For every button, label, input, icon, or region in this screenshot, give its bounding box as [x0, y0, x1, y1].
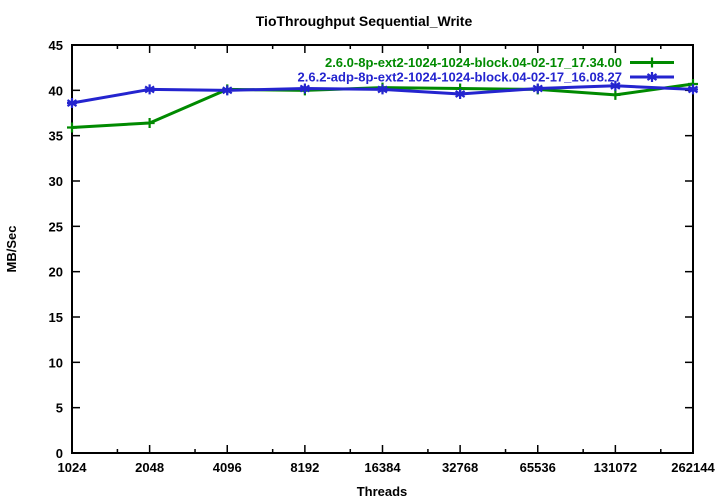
y-tick-label: 20 [49, 265, 63, 280]
x-tick-label: 2048 [135, 460, 164, 475]
y-tick-label: 30 [49, 174, 63, 189]
data-point-marker [610, 89, 621, 100]
chart-title: TioThroughput Sequential_Write [256, 13, 473, 29]
x-tick-label: 65536 [520, 460, 556, 475]
data-point-marker [610, 80, 621, 91]
plot-border [71, 44, 694, 454]
y-tick-label: 0 [56, 446, 63, 461]
legend-sample-marker [646, 72, 658, 82]
data-point-marker [377, 84, 388, 95]
data-point-marker [455, 88, 466, 99]
data-point-marker [299, 83, 310, 94]
y-tick-label: 10 [49, 355, 63, 370]
y-tick-label: 40 [49, 83, 63, 98]
plot-area: 0 5 10 15 20 25 30 35 40 45 1024 2048 4096 8192 16384 3… [49, 38, 716, 475]
data-point-marker [66, 98, 78, 109]
x-axis-label: Threads [357, 484, 408, 499]
x-tick-label: 1024 [58, 460, 88, 475]
legend-entry-label: 2.6.2-adp-8p-ext2-1024-1024-block.04-02-… [298, 70, 622, 85]
data-point-marker [67, 122, 77, 133]
x-tick-label: 8192 [290, 460, 319, 475]
data-point-marker [144, 117, 155, 128]
y-tick-label: 35 [49, 129, 63, 144]
x-tick-label: 16384 [364, 460, 401, 475]
x-tick-label: 4096 [213, 460, 242, 475]
legend-sample-marker [647, 57, 657, 68]
data-point-marker [222, 85, 233, 96]
y-tick-label: 15 [49, 310, 63, 325]
x-tick-label: 131072 [594, 460, 637, 475]
y-tick-label: 25 [49, 219, 63, 234]
data-point-marker [687, 84, 699, 95]
x-tick-label: 262144 [671, 460, 715, 475]
y-axis-label: MB/Sec [4, 226, 19, 273]
y-tick-label: 45 [49, 38, 63, 53]
data-point-marker [144, 84, 155, 95]
legend-entry-label: 2.6.0-8p-ext2-1024-1024-block.04-02-17_1… [325, 55, 622, 70]
x-tick-label: 32768 [442, 460, 478, 475]
data-point-marker [532, 83, 543, 94]
y-tick-label: 5 [56, 401, 63, 416]
